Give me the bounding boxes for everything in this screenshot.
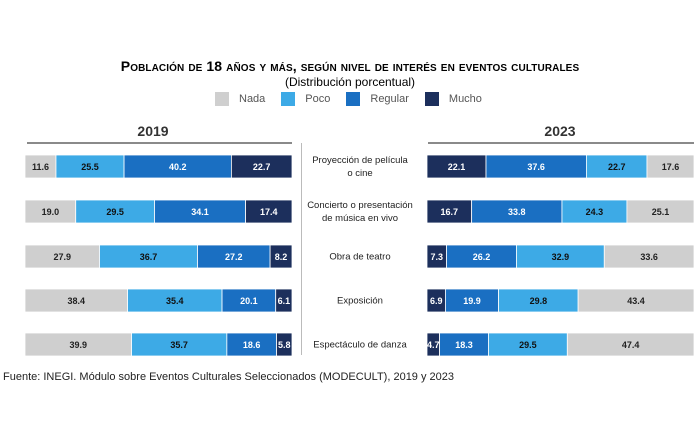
- value-label-2023-poco-2: 32.9: [552, 252, 570, 262]
- legend-item-nada: Nada: [215, 92, 265, 106]
- category-label-0-line-1: o cine: [347, 168, 372, 179]
- value-label-2023-mucho-1: 16.7: [441, 207, 459, 217]
- category-label-3-line-0: Exposición: [337, 296, 383, 307]
- value-label-2019-poco-2: 36.7: [140, 252, 158, 262]
- value-label-2023-regular-0: 37.6: [527, 162, 545, 172]
- value-label-2019-mucho-1: 17.4: [260, 207, 278, 217]
- value-label-2023-mucho-3: 6.9: [430, 296, 443, 306]
- value-label-2023-nada-0: 17.6: [662, 162, 680, 172]
- value-label-2023-regular-2: 26.2: [473, 252, 491, 262]
- value-label-2023-nada-2: 33.6: [640, 252, 658, 262]
- value-label-2019-mucho-2: 8.2: [275, 252, 288, 262]
- bar-2019-mucho-3: [275, 288, 293, 313]
- category-label-4-line-0: Espectáculo de danza: [313, 340, 407, 351]
- value-label-2019-nada-2: 27.9: [53, 252, 71, 262]
- legend: Nada Poco Regular Mucho: [215, 92, 498, 106]
- bar-2023-nada-0: [646, 154, 695, 179]
- value-label-2019-regular-3: 20.1: [240, 296, 258, 306]
- legend-label-poco: Poco: [305, 93, 331, 105]
- value-label-2019-poco-3: 35.4: [166, 296, 184, 306]
- bar-2019-mucho-2: [269, 244, 293, 269]
- value-label-2019-regular-0: 40.2: [169, 162, 187, 172]
- category-label-0-line-0: Proyección de película: [312, 155, 408, 166]
- value-label-2019-nada-1: 19.0: [42, 207, 60, 217]
- legend-item-poco: Poco: [281, 92, 330, 106]
- value-label-2023-nada-1: 25.1: [652, 207, 670, 217]
- value-label-2019-mucho-4: 5.8: [278, 340, 291, 350]
- value-label-2019-mucho-0: 22.7: [253, 162, 271, 172]
- source-note: Fuente: INEGI. Módulo sobre Eventos Cult…: [3, 371, 455, 383]
- value-label-2023-nada-3: 43.4: [627, 296, 645, 306]
- value-label-2019-poco-0: 25.5: [81, 162, 99, 172]
- panel-year-2019: 2019: [137, 123, 168, 139]
- value-label-2019-nada-0: 11.6: [32, 162, 49, 172]
- legend-swatch-mucho: [424, 92, 439, 106]
- legend-swatch-nada: [215, 92, 229, 106]
- bar-2023-nada-1: [626, 199, 695, 224]
- value-label-2023-mucho-4: 4.7: [427, 340, 440, 350]
- bar-2019-mucho-4: [276, 332, 293, 357]
- value-label-2023-poco-4: 29.5: [519, 340, 537, 350]
- value-label-2023-regular-3: 19.9: [463, 296, 481, 306]
- panel-year-2023: 2023: [544, 123, 575, 139]
- value-label-2019-nada-3: 38.4: [67, 296, 85, 306]
- legend-label-nada: Nada: [239, 93, 266, 105]
- category-label-2-line-0: Obra de teatro: [329, 252, 390, 263]
- bar-2023-nada-3: [577, 288, 695, 313]
- legend-label-regular: Regular: [370, 93, 409, 105]
- value-label-2023-poco-0: 22.7: [608, 162, 626, 172]
- chart-subtitle: (Distribución porcentual): [284, 75, 416, 89]
- category-label-1-line-1: de música en vivo: [322, 213, 398, 224]
- bar-2019-mucho-1: [245, 199, 293, 224]
- value-label-2019-nada-4: 39.9: [70, 340, 88, 350]
- bar-2023-nada-4: [566, 332, 695, 357]
- value-label-2019-regular-2: 27.2: [225, 252, 243, 262]
- value-label-2019-mucho-3: 6.1: [278, 296, 291, 306]
- bar-2023-nada-2: [603, 244, 695, 269]
- value-label-2023-poco-3: 29.8: [530, 296, 548, 306]
- chart-title: Población de 18 años y más, según nivel …: [120, 58, 580, 74]
- value-label-2023-poco-1: 24.3: [586, 207, 604, 217]
- value-label-2019-poco-4: 35.7: [170, 340, 188, 350]
- value-label-2019-regular-1: 34.1: [191, 207, 209, 217]
- value-label-2023-mucho-2: 7.3: [430, 252, 443, 262]
- bar-2019-mucho-0: [230, 154, 293, 179]
- value-label-2023-mucho-0: 22.1: [448, 162, 466, 172]
- value-label-2019-regular-4: 18.6: [243, 340, 261, 350]
- category-label-1-line-0: Concierto o presentación: [307, 200, 413, 211]
- legend-label-mucho: Mucho: [448, 93, 482, 105]
- value-label-2023-regular-4: 18.3: [455, 340, 473, 350]
- legend-swatch-poco: [281, 92, 296, 106]
- value-label-2019-poco-1: 29.5: [106, 207, 124, 217]
- legend-swatch-regular: [346, 92, 361, 106]
- legend-item-mucho: Mucho: [424, 92, 482, 106]
- value-label-2023-nada-4: 47.4: [622, 340, 640, 350]
- legend-item-regular: Regular: [346, 92, 409, 106]
- value-label-2023-regular-1: 33.8: [508, 207, 526, 217]
